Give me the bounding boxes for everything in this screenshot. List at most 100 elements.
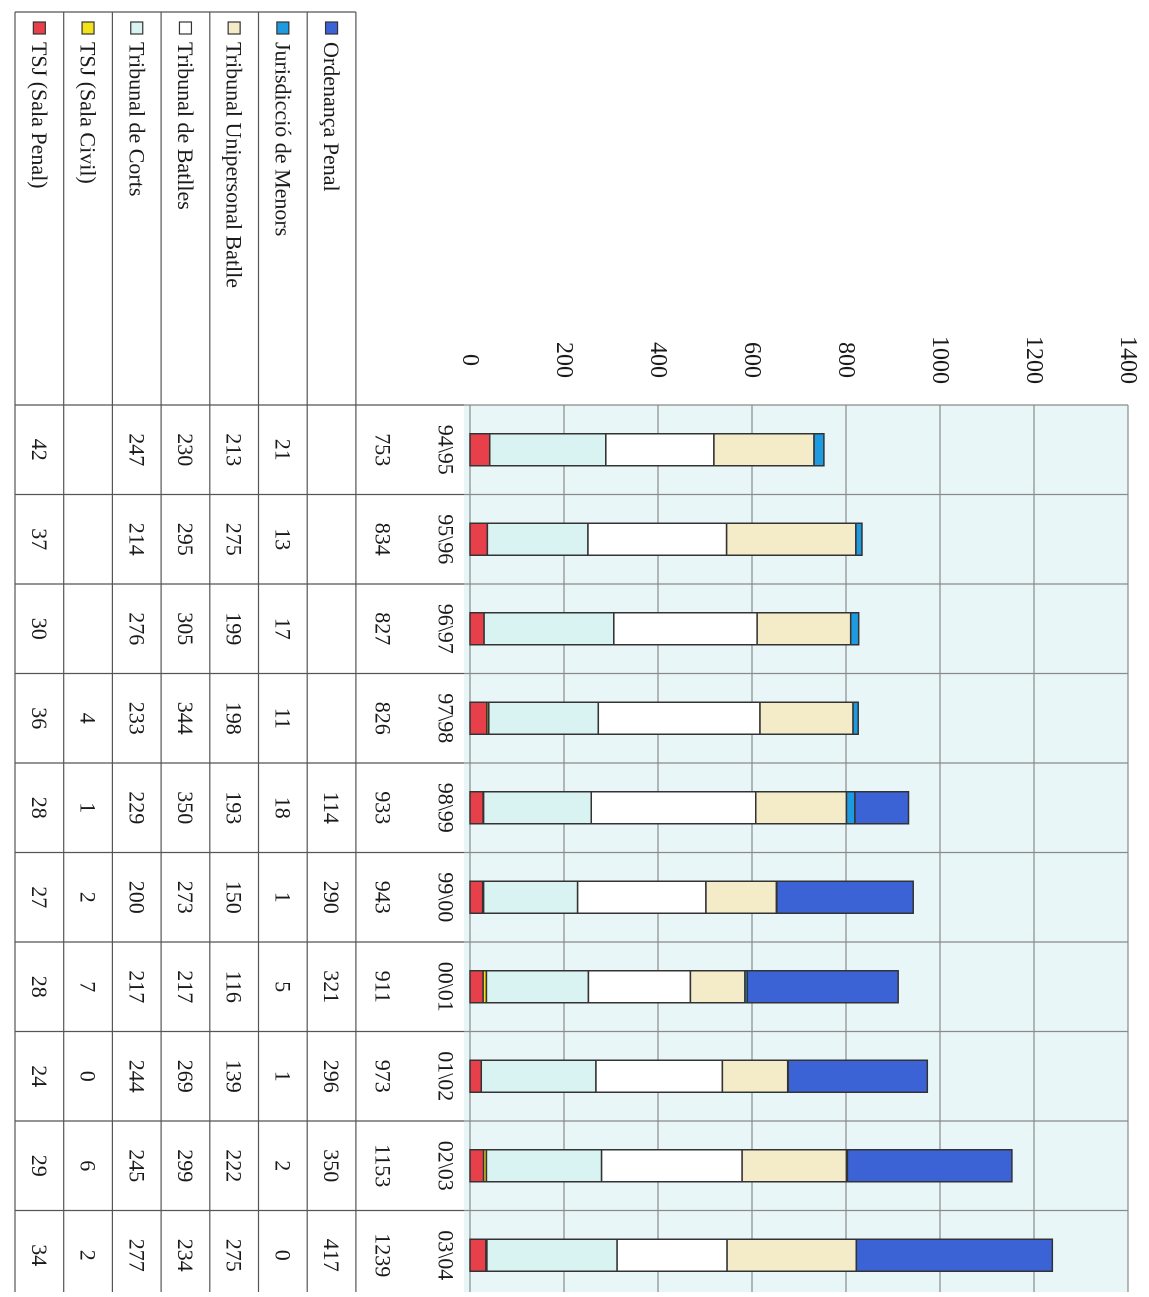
table-cell-5-1: 2 [76,892,101,903]
category-label-8: 02\03 [434,1141,459,1191]
bar-2-series-0 [470,613,484,645]
table-cell-4-2: 229 [124,791,149,824]
bar-2-series-3 [614,613,757,645]
tick-label-200: 200 [551,342,577,378]
table-cell-9-1: 2 [76,1250,101,1261]
legend-swatch-5 [277,22,289,34]
bar-7-series-2 [481,1060,596,1092]
bar-3-series-5 [853,702,858,734]
table-cell-3-2: 233 [124,702,149,735]
table-cell-0-3: 230 [173,433,198,466]
tick-label-1000: 1000 [927,336,953,384]
legend-swatch-4 [228,22,240,34]
bar-0-series-5 [814,434,824,466]
bar-4-series-3 [591,792,756,824]
category-label-0: 94\95 [434,425,459,475]
bar-1-series-2 [487,523,588,555]
bar-9-series-2 [487,1239,617,1271]
table-cell-9-4: 275 [222,1239,247,1272]
table-cell-9-3: 234 [173,1239,198,1272]
table-cell-9-0: 34 [27,1244,52,1266]
bar-3-series-3 [598,702,760,734]
total-label-4: 933 [371,791,396,824]
bar-6-series-4 [690,971,745,1003]
table-cell-3-0: 36 [27,707,52,729]
table-cell-9-5: 0 [270,1250,295,1261]
bar-5-series-3 [578,881,706,913]
table-cell-8-5: 2 [270,1160,295,1171]
total-label-1: 834 [371,523,396,556]
table-cell-3-3: 344 [173,702,198,735]
table-cell-6-4: 116 [222,971,247,1003]
table-cell-6-5: 5 [270,981,295,992]
total-label-8: 1153 [371,1144,396,1187]
legend-label-4: Tribunal Unipersonal Batlle [222,42,247,288]
table-cell-0-0: 42 [27,439,52,461]
table-cell-7-2: 244 [124,1060,149,1093]
bar-3-series-2 [489,702,599,734]
table-cell-8-3: 299 [173,1149,198,1182]
bar-8-series-3 [602,1150,743,1182]
table-cell-5-6: 290 [319,881,344,914]
bar-5-series-4 [706,881,777,913]
bar-9-series-4 [727,1239,856,1271]
category-label-2: 96\97 [434,604,459,654]
bar-8-series-4 [742,1150,846,1182]
table-cell-7-5: 1 [270,1071,295,1082]
table-cell-5-2: 200 [124,881,149,914]
legend-swatch-1 [82,22,94,34]
bar-1-series-3 [588,523,727,555]
bar-0-series-0 [470,434,490,466]
bar-4-series-5 [846,792,854,824]
bar-8-series-6 [847,1150,1012,1182]
category-label-5: 99\00 [434,872,459,922]
bar-3-series-0 [470,702,487,734]
table-cell-8-2: 245 [124,1149,149,1182]
table-cell-4-6: 114 [319,792,344,824]
bar-0-series-2 [490,434,606,466]
bar-0-series-3 [606,434,714,466]
table-cell-3-1: 4 [76,713,101,724]
table-cell-9-6: 417 [319,1239,344,1272]
table-cell-5-4: 150 [222,881,247,914]
bar-5-series-6 [777,881,913,913]
bar-8-series-2 [486,1150,601,1182]
tick-label-400: 400 [645,342,671,378]
tick-label-1400: 1400 [1115,336,1141,384]
total-label-5: 943 [371,881,396,914]
table-cell-6-1: 7 [76,981,101,992]
table-cell-7-4: 139 [222,1060,247,1093]
bar-4-series-2 [484,792,592,824]
bar-3-series-4 [760,702,853,734]
total-label-7: 973 [371,1060,396,1093]
tick-label-600: 600 [739,342,765,378]
bar-2-series-4 [757,613,851,645]
total-label-2: 827 [371,612,396,645]
legend-label-6: Ordenança Penal [319,42,344,192]
legend-label-5: Jurisdicció de Menors [270,42,295,236]
bar-0-series-4 [714,434,814,466]
category-label-6: 00\01 [434,962,459,1012]
table-cell-8-1: 6 [76,1160,101,1171]
bar-9-series-3 [617,1239,727,1271]
category-label-1: 95\96 [434,514,459,564]
bar-4-series-6 [855,792,909,824]
table-cell-7-1: 0 [76,1071,101,1082]
bar-6-series-6 [747,971,898,1003]
legend-swatch-2 [131,22,143,34]
total-label-0: 753 [371,433,396,466]
bar-5-series-2 [484,881,578,913]
bar-7-series-3 [596,1060,722,1092]
table-cell-4-0: 28 [27,797,52,819]
table-cell-8-6: 350 [319,1149,344,1182]
bar-7-series-0 [470,1060,481,1092]
table-cell-2-3: 305 [173,612,198,645]
table-cell-6-2: 217 [124,970,149,1003]
table-cell-1-0: 37 [27,528,52,550]
tick-label-800: 800 [833,342,859,378]
category-label-3: 97\98 [434,693,459,743]
bar-4-series-0 [470,792,483,824]
table-cell-2-0: 30 [27,618,52,640]
table-cell-4-3: 350 [173,791,198,824]
table-cell-1-2: 214 [124,523,149,556]
